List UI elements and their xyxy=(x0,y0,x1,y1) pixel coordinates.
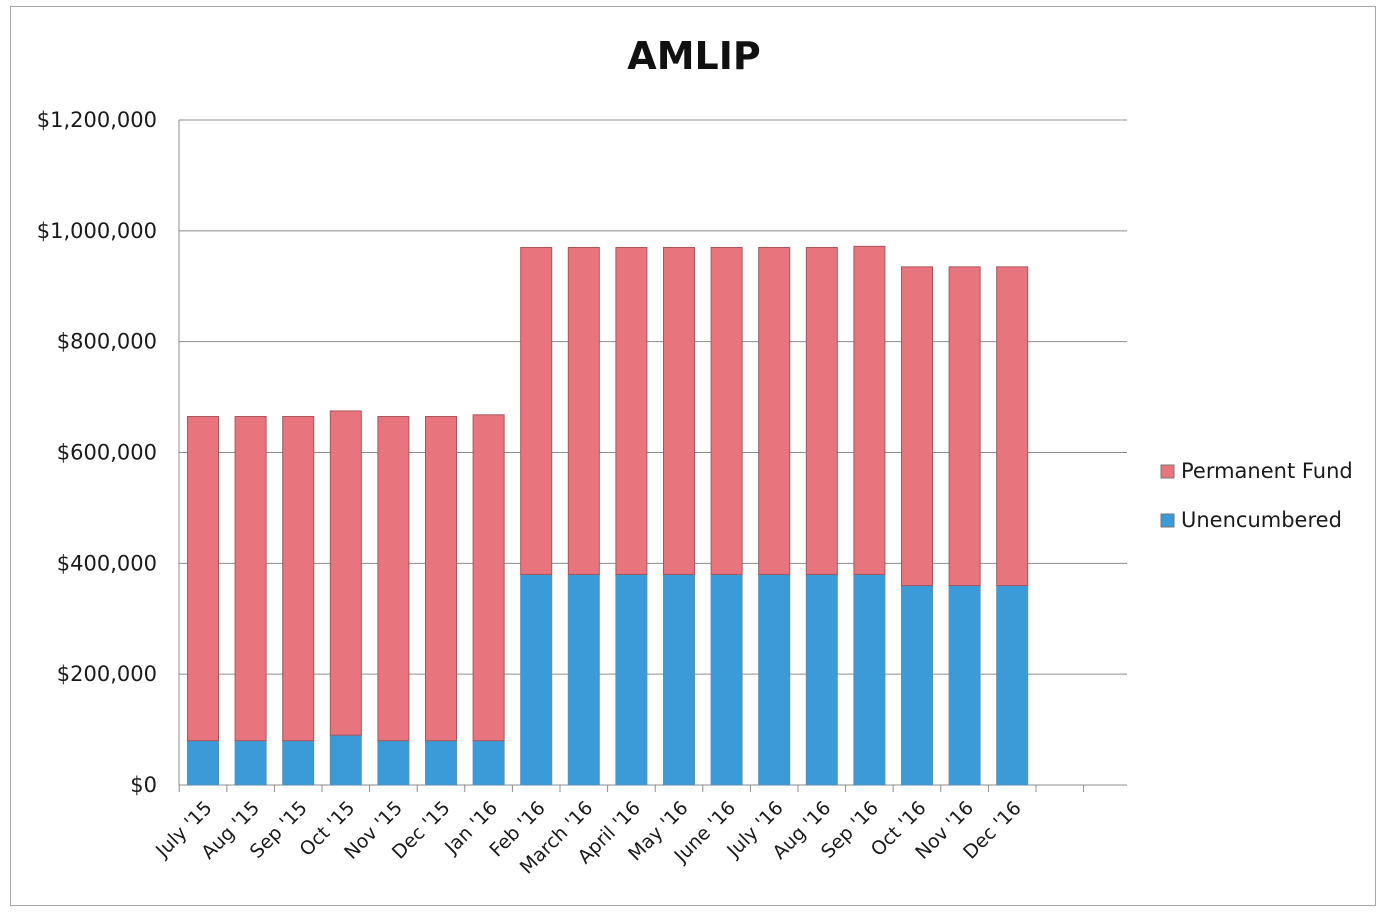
bar-unencumbered xyxy=(853,573,886,786)
bar-unencumbered xyxy=(377,740,410,786)
y-tick-label: $0 xyxy=(130,773,157,797)
bar-unencumbered xyxy=(425,740,457,786)
legend-label: Unencumbered xyxy=(1181,508,1342,532)
bar-permanent-fund xyxy=(282,415,315,742)
bar-unencumbered xyxy=(615,573,648,786)
bar-permanent-fund xyxy=(805,246,838,575)
bar-permanent-fund xyxy=(377,415,410,742)
legend-key-unencumbered xyxy=(1160,513,1175,528)
bar-unencumbered xyxy=(805,573,838,786)
bar-permanent-fund xyxy=(901,266,933,586)
bar-permanent-fund xyxy=(187,415,219,742)
bar-unencumbered xyxy=(710,573,743,786)
bar-permanent-fund xyxy=(996,266,1029,586)
y-tick-label: $1,200,000 xyxy=(37,108,157,132)
bar-unencumbered xyxy=(901,585,933,786)
y-tick-label: $800,000 xyxy=(57,330,157,354)
bar-permanent-fund xyxy=(948,266,981,586)
bar-permanent-fund xyxy=(520,246,553,575)
legend-key-permanent-fund xyxy=(1160,464,1175,479)
y-tick-label: $200,000 xyxy=(57,662,157,686)
bar-unencumbered xyxy=(758,573,791,786)
bar-unencumbered xyxy=(663,573,695,786)
legend: Permanent Fund Unencumbered xyxy=(1160,459,1353,532)
bar-permanent-fund xyxy=(329,410,362,736)
y-tick-label: $600,000 xyxy=(57,441,157,465)
bar-permanent-fund xyxy=(758,246,791,575)
bar-unencumbered xyxy=(520,573,553,786)
bar-unencumbered xyxy=(472,740,505,786)
gridlines xyxy=(179,119,1127,675)
bar-unencumbered xyxy=(329,734,362,786)
bar-permanent-fund xyxy=(615,246,648,575)
bar-unencumbered xyxy=(996,585,1029,786)
bar-permanent-fund xyxy=(663,246,695,575)
bar-permanent-fund xyxy=(472,414,505,742)
chart-frame: $0 $200,000 $400,000 $600,000 $800,000 $1,000… xyxy=(10,6,1376,906)
axes xyxy=(178,120,1127,792)
bar-permanent-fund xyxy=(710,246,743,575)
bar-unencumbered xyxy=(567,573,600,786)
bar-unencumbered xyxy=(948,585,981,786)
bar-unencumbered xyxy=(187,740,219,786)
chart-title: AMLIP xyxy=(627,34,760,78)
y-tick-label: $400,000 xyxy=(57,551,157,575)
bar-permanent-fund xyxy=(567,246,600,575)
bar-permanent-fund xyxy=(425,415,457,742)
stacked-bar-chart: $0 $200,000 $400,000 $600,000 $800,000 $1,000… xyxy=(37,34,1353,879)
bar-permanent-fund xyxy=(853,245,886,575)
legend-label: Permanent Fund xyxy=(1181,459,1353,483)
bar-unencumbered xyxy=(234,740,267,786)
bar-unencumbered xyxy=(282,740,315,786)
y-tick-label: $1,000,000 xyxy=(37,219,157,243)
y-tick-labels: $0 $200,000 $400,000 $600,000 $800,000 $1,000… xyxy=(37,108,157,797)
bar-permanent-fund xyxy=(234,415,267,742)
bars xyxy=(187,245,1029,786)
